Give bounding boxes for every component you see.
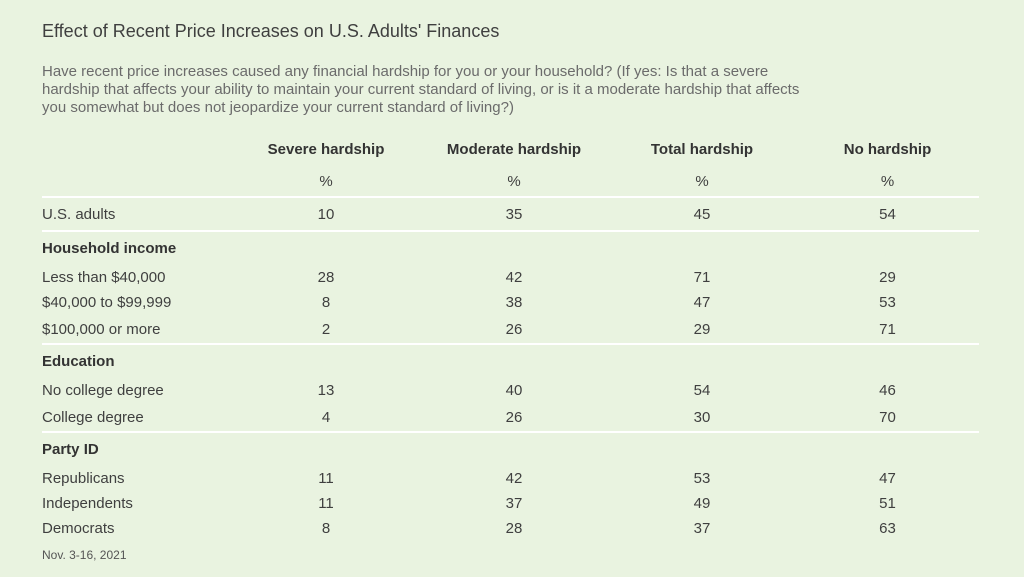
chart-subtitle: Have recent price increases caused any f… bbox=[42, 63, 800, 116]
table-row: No college degree 13 40 54 46 bbox=[42, 378, 979, 403]
table-row: U.S. adults 10 35 45 54 bbox=[42, 197, 979, 232]
table-cell: 11 bbox=[318, 470, 334, 487]
group-header: Party ID bbox=[42, 441, 99, 458]
table-cell: 26 bbox=[420, 315, 608, 345]
group-header: Household income bbox=[42, 240, 177, 257]
group-header-row: Education bbox=[42, 344, 979, 378]
table-cell: 10 bbox=[232, 197, 420, 232]
date-footnote: Nov. 3-16, 2021 bbox=[42, 548, 127, 562]
column-header: Total hardship bbox=[650, 140, 754, 158]
table-row: College degree 4 26 30 70 bbox=[42, 403, 979, 433]
table-cell: 47 bbox=[879, 470, 896, 487]
table-row: $100,000 or more 2 26 29 71 bbox=[42, 315, 979, 345]
column-header: No hardship bbox=[843, 140, 932, 158]
table-cell: 28 bbox=[505, 520, 523, 537]
table-cell: 28 bbox=[317, 269, 335, 286]
row-label: Less than $40,000 bbox=[42, 269, 166, 286]
table-cell: 2 bbox=[232, 315, 420, 345]
row-label: College degree bbox=[42, 403, 232, 433]
table-cell: 8 bbox=[321, 294, 331, 311]
unit-label: % bbox=[232, 166, 420, 198]
row-label: U.S. adults bbox=[42, 197, 232, 232]
table-cell: 47 bbox=[693, 294, 711, 311]
table-cell: 63 bbox=[879, 520, 896, 537]
table-cell: 54 bbox=[796, 197, 979, 232]
table-cell: 49 bbox=[693, 495, 711, 512]
table-row: Less than $40,000 28 42 71 29 bbox=[42, 265, 979, 290]
group-header-row: Household income bbox=[42, 231, 979, 265]
row-label: $40,000 to $99,999 bbox=[42, 294, 172, 311]
chart-title: Effect of Recent Price Increases on U.S.… bbox=[42, 21, 500, 41]
table-cell: 29 bbox=[608, 315, 796, 345]
table-cell: 29 bbox=[879, 269, 896, 286]
row-label: Democrats bbox=[42, 520, 115, 537]
table-cell: 11 bbox=[318, 495, 334, 512]
group-header: Education bbox=[42, 353, 115, 370]
column-header-row: Severe hardship Moderate hardship Total … bbox=[42, 132, 979, 166]
unit-label: % bbox=[608, 166, 796, 198]
table-cell: 54 bbox=[693, 382, 711, 399]
results-table: Severe hardship Moderate hardship Total … bbox=[42, 132, 979, 541]
table-row: Democrats 8 28 37 63 bbox=[42, 516, 979, 541]
column-header: Moderate hardship bbox=[446, 140, 582, 158]
unit-row: % % % % bbox=[42, 166, 979, 198]
table-row: $40,000 to $99,999 8 38 47 53 bbox=[42, 290, 979, 315]
unit-blank bbox=[42, 166, 232, 198]
table-cell: 13 bbox=[317, 382, 335, 399]
table-cell: 40 bbox=[505, 382, 523, 399]
table-cell: 53 bbox=[879, 294, 896, 311]
table-cell: 51 bbox=[879, 495, 896, 512]
table-cell: 35 bbox=[420, 197, 608, 232]
table-cell: 26 bbox=[420, 403, 608, 433]
row-label: No college degree bbox=[42, 382, 164, 399]
table-row: Republicans 11 42 53 47 bbox=[42, 466, 979, 491]
table-cell: 46 bbox=[879, 382, 896, 399]
table-cell: 30 bbox=[608, 403, 796, 433]
table-cell: 71 bbox=[693, 269, 711, 286]
table-cell: 71 bbox=[796, 315, 979, 345]
table-cell: 37 bbox=[505, 495, 523, 512]
column-header: Severe hardship bbox=[267, 140, 385, 158]
row-label: $100,000 or more bbox=[42, 315, 232, 345]
unit-label: % bbox=[420, 166, 608, 198]
unit-label: % bbox=[796, 166, 979, 198]
row-label: Republicans bbox=[42, 470, 125, 487]
row-label: Independents bbox=[42, 495, 133, 512]
table-cell: 37 bbox=[693, 520, 711, 537]
table-cell: 42 bbox=[505, 269, 523, 286]
column-header-blank bbox=[42, 132, 232, 166]
table-row: Independents 11 37 49 51 bbox=[42, 491, 979, 516]
table-cell: 8 bbox=[321, 520, 331, 537]
table-cell: 70 bbox=[796, 403, 979, 433]
table-cell: 45 bbox=[608, 197, 796, 232]
table-cell: 4 bbox=[232, 403, 420, 433]
table-cell: 53 bbox=[693, 470, 711, 487]
group-header-row: Party ID bbox=[42, 432, 979, 466]
table-cell: 38 bbox=[505, 294, 523, 311]
table-cell: 42 bbox=[505, 470, 523, 487]
